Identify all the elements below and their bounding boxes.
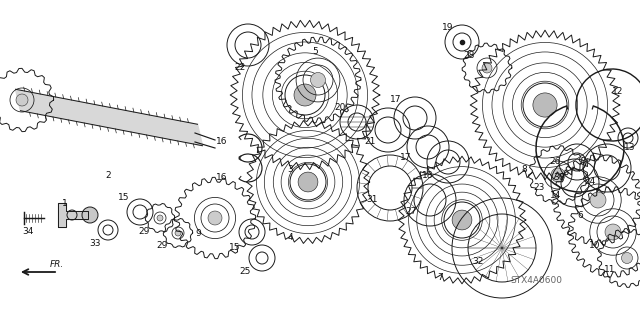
Circle shape — [208, 211, 222, 225]
Text: 29: 29 — [156, 241, 168, 250]
Text: 20: 20 — [334, 103, 346, 113]
Text: 6: 6 — [577, 211, 583, 219]
Text: 23: 23 — [533, 183, 545, 192]
Circle shape — [298, 172, 318, 192]
Text: 32: 32 — [472, 257, 484, 266]
Text: 31: 31 — [366, 196, 378, 204]
Circle shape — [605, 224, 621, 240]
Text: 16: 16 — [216, 137, 228, 146]
Text: 30: 30 — [553, 174, 564, 182]
Text: 15: 15 — [229, 243, 241, 253]
Text: 13: 13 — [624, 144, 636, 152]
Circle shape — [294, 84, 316, 106]
Text: 25: 25 — [239, 268, 251, 277]
Text: 27: 27 — [405, 207, 417, 217]
Text: 19: 19 — [442, 24, 454, 33]
Circle shape — [452, 210, 472, 230]
Circle shape — [310, 72, 326, 87]
Text: 26: 26 — [549, 158, 561, 167]
Text: 29: 29 — [138, 227, 150, 236]
Text: 21: 21 — [364, 137, 376, 146]
Text: FR.: FR. — [50, 260, 64, 269]
Text: 16: 16 — [216, 174, 228, 182]
Text: 18: 18 — [422, 170, 434, 180]
Circle shape — [175, 230, 181, 236]
Circle shape — [157, 215, 163, 221]
Text: 2: 2 — [105, 170, 111, 180]
Text: 33: 33 — [89, 240, 100, 249]
Text: 28: 28 — [463, 51, 475, 61]
Text: 15: 15 — [118, 194, 130, 203]
Text: 9: 9 — [195, 229, 201, 239]
Circle shape — [551, 168, 565, 182]
Polygon shape — [58, 203, 88, 227]
Text: 12: 12 — [612, 87, 624, 97]
Circle shape — [621, 253, 632, 263]
Text: 17: 17 — [400, 153, 412, 162]
Circle shape — [67, 210, 77, 220]
Circle shape — [16, 94, 28, 106]
Text: 10: 10 — [589, 241, 601, 249]
Text: STX4A0600: STX4A0600 — [510, 276, 562, 285]
Text: 4: 4 — [287, 234, 293, 242]
Text: 24: 24 — [584, 177, 596, 187]
Text: 34: 34 — [22, 227, 34, 236]
Text: 22: 22 — [234, 63, 246, 72]
Text: 3: 3 — [287, 166, 293, 174]
Text: 17: 17 — [390, 95, 402, 105]
Circle shape — [590, 192, 606, 208]
Text: 1: 1 — [62, 199, 68, 209]
Text: 14: 14 — [550, 190, 562, 199]
Text: 8: 8 — [521, 166, 527, 174]
Polygon shape — [15, 89, 202, 146]
Text: 5: 5 — [312, 48, 318, 56]
Circle shape — [482, 63, 492, 73]
Circle shape — [533, 93, 557, 117]
Text: 7: 7 — [437, 273, 443, 283]
Text: 11: 11 — [604, 265, 616, 275]
Circle shape — [82, 207, 98, 223]
